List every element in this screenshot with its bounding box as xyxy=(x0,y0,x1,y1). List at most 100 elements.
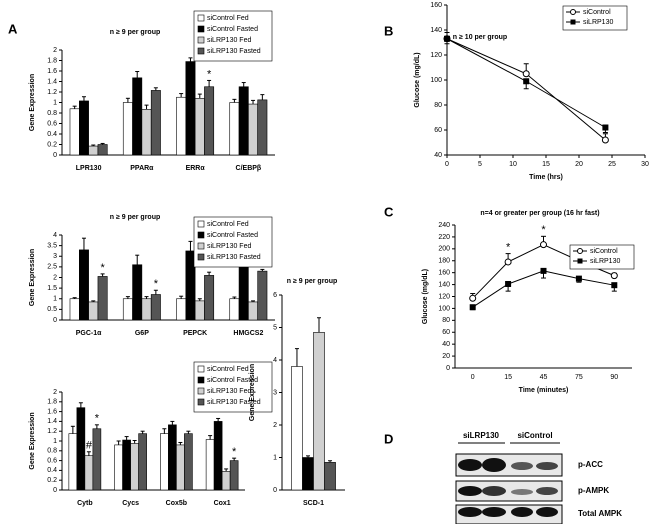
annotation: * xyxy=(95,413,100,425)
y-tick-label: 0.2 xyxy=(47,141,57,148)
blot-row: p-ACC xyxy=(578,460,603,469)
blot-strip xyxy=(455,453,563,477)
panel-label: A xyxy=(8,21,18,36)
legend-swatch xyxy=(197,253,205,261)
bar xyxy=(88,301,99,321)
y-tick-label: 1 xyxy=(53,99,57,106)
bar xyxy=(229,102,240,156)
legend-swatch xyxy=(197,25,205,33)
bar xyxy=(130,443,139,491)
bar xyxy=(114,444,123,491)
bar xyxy=(248,103,258,156)
bar xyxy=(168,424,177,491)
bar xyxy=(141,109,152,156)
legend-label: siControl Fasted xyxy=(207,26,258,33)
x-tick-label: HMGCS2 xyxy=(233,330,263,337)
x-tick-label: 10 xyxy=(509,161,517,168)
bar xyxy=(160,433,169,491)
y-tick-label: 120 xyxy=(438,293,450,300)
marker xyxy=(522,70,530,78)
x-tick-label: 75 xyxy=(575,374,583,381)
chart-title: n ≥ 9 per group xyxy=(110,29,161,36)
x-tick-label: SCD-1 xyxy=(303,500,324,507)
chart-title: n ≥ 10 per group xyxy=(453,34,507,41)
legend-label: siLRP130 Fasted xyxy=(207,254,261,261)
y-tick-label: 180 xyxy=(438,258,450,265)
y-tick-label: 140 xyxy=(438,281,450,288)
y-axis-label: Gene Expression xyxy=(29,249,36,306)
x-axis-label: Time (hrs) xyxy=(529,174,563,181)
annotation: * xyxy=(154,278,159,290)
annotation: * xyxy=(232,446,237,458)
legend-label: siControl Fed xyxy=(207,15,249,22)
legend-box xyxy=(193,361,273,413)
marker xyxy=(540,267,547,274)
y-tick-label: 1.6 xyxy=(47,408,57,415)
blot-row: p-AMPK xyxy=(578,486,609,495)
y-axis-label: Gene Expression xyxy=(29,412,36,469)
bar xyxy=(248,301,258,321)
bar xyxy=(204,86,215,156)
y-tick-label: 0 xyxy=(53,317,57,324)
bar xyxy=(176,96,187,156)
y-tick-label: 0.4 xyxy=(47,467,57,474)
x-tick-label: C/EBPβ xyxy=(236,165,262,172)
legend-label: siControl xyxy=(590,248,618,255)
bar xyxy=(122,439,131,491)
bar xyxy=(176,444,185,491)
y-tick-label: 1 xyxy=(273,454,277,461)
legend-marker xyxy=(577,248,583,254)
marker xyxy=(601,136,609,144)
panel-label: B xyxy=(384,23,393,38)
y-tick-label: 60 xyxy=(434,127,442,134)
bar xyxy=(84,455,94,491)
bar xyxy=(97,144,108,156)
legend-swatch xyxy=(197,47,205,55)
bar xyxy=(150,90,161,156)
y-tick-label: 2 xyxy=(53,389,57,396)
y-tick-label: 1.4 xyxy=(47,78,57,85)
y-tick-label: 20 xyxy=(442,353,450,360)
panel-label: D xyxy=(384,431,393,446)
y-tick-label: 3 xyxy=(53,253,57,260)
chart-title: n ≥ 9 per group xyxy=(110,214,161,221)
legend-label: siLRP130 xyxy=(583,19,613,26)
x-tick-label: Cytb xyxy=(77,500,93,507)
bar xyxy=(97,276,108,321)
legend-swatch xyxy=(197,36,205,44)
marker xyxy=(444,35,450,42)
legend-swatch xyxy=(197,231,205,239)
y-tick-label: 0 xyxy=(53,152,57,159)
y-tick-label: 60 xyxy=(442,329,450,336)
legend-swatch xyxy=(197,14,205,22)
y-tick-label: 6 xyxy=(273,292,277,299)
marker xyxy=(469,304,476,311)
legend-marker xyxy=(570,19,576,25)
y-tick-label: 1.4 xyxy=(47,418,57,425)
bar xyxy=(184,433,193,491)
legend-swatch xyxy=(197,220,205,228)
y-axis-label: Glucose (mg/dL) xyxy=(414,52,421,107)
blot-row: Total AMPK xyxy=(578,509,622,518)
legend-label: siControl Fasted xyxy=(207,232,258,239)
y-tick-label: 0 xyxy=(53,487,57,494)
y-tick-label: 80 xyxy=(442,317,450,324)
y-tick-label: 0.6 xyxy=(47,457,57,464)
y-tick-label: 160 xyxy=(430,2,442,9)
bar xyxy=(313,332,325,491)
bar xyxy=(122,298,133,321)
y-axis-label: Glucose (mg/dL) xyxy=(422,269,429,324)
series-line xyxy=(446,38,606,141)
bar xyxy=(257,99,268,156)
bar xyxy=(194,98,205,156)
marker xyxy=(540,241,547,249)
y-tick-label: 1 xyxy=(53,438,57,445)
y-tick-label: 2 xyxy=(53,47,57,54)
legend-label: siControl Fed xyxy=(207,221,249,228)
annotation: * xyxy=(506,242,511,254)
y-tick-label: 2.5 xyxy=(47,264,57,271)
marker xyxy=(504,258,512,266)
y-tick-label: 140 xyxy=(430,27,442,34)
bar xyxy=(238,86,249,156)
